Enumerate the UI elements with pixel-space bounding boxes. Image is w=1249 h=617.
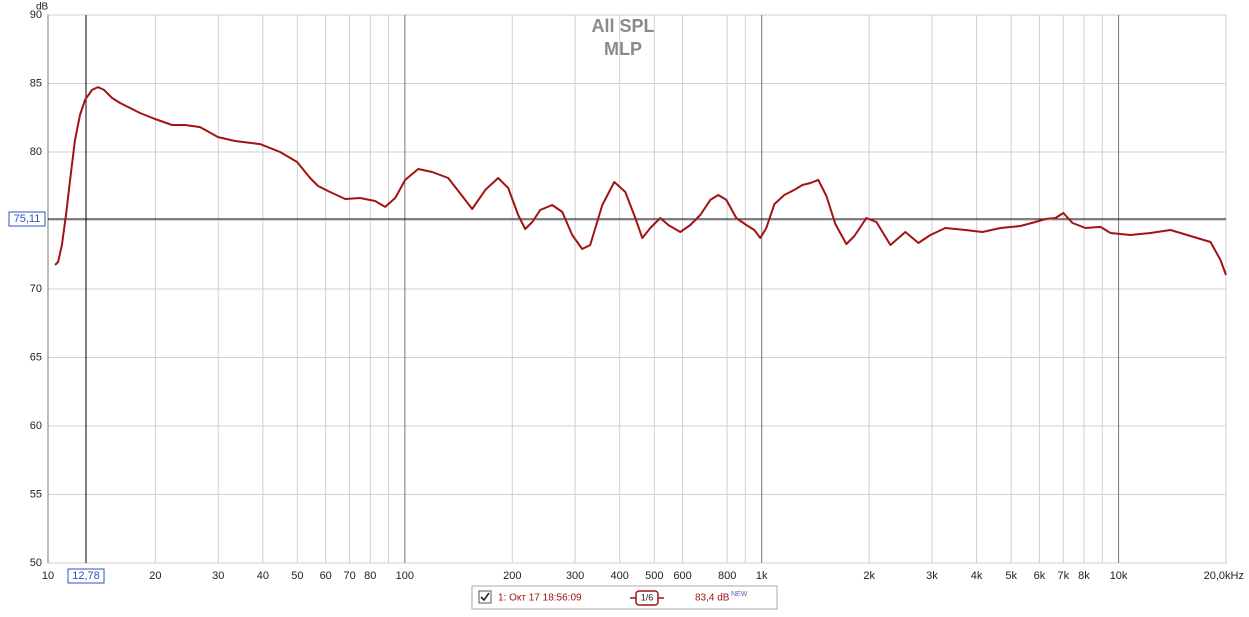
x-tick-label: 5k <box>1005 570 1017 582</box>
cursor-x-box <box>67 568 105 584</box>
x-tick-label: 300 <box>566 570 584 582</box>
y-axis-label: dB <box>36 2 49 13</box>
y-tick-label: 90 <box>30 9 42 21</box>
x-tick-label: 60 <box>320 570 332 582</box>
x-tick-label: 100 <box>396 570 414 582</box>
legend-checkbox[interactable] <box>478 590 492 604</box>
legend-level: 83,4 dB <box>695 593 730 604</box>
smoothing-box <box>635 590 659 606</box>
x-tick-label: 800 <box>718 570 736 582</box>
x-tick-label: 200 <box>503 570 521 582</box>
x-tick-label: 600 <box>673 570 691 582</box>
legend-badge: NEW <box>731 591 748 598</box>
cursor-x-label: 12,78 <box>72 570 100 582</box>
x-tick-label: 8k <box>1078 570 1090 582</box>
y-tick-label: 55 <box>30 488 42 500</box>
marks <box>48 15 1227 563</box>
check-mark <box>480 592 490 602</box>
x-tick-label: 10k <box>1110 570 1128 582</box>
series-line <box>54 86 1227 276</box>
x-tick-label: 2k <box>863 570 875 582</box>
x-tick-label: 70 <box>343 570 355 582</box>
y-tick-label: 70 <box>30 283 42 295</box>
y-tick-label: 85 <box>30 77 42 89</box>
y-tick-label: 60 <box>30 420 42 432</box>
x-tick-label: 4k <box>971 570 983 582</box>
x-tick-label: 3k <box>926 570 938 582</box>
cursor-y-label: 75,11 <box>14 213 41 225</box>
x-tick-label: 6k <box>1034 570 1046 582</box>
x-tick-label: 80 <box>364 570 376 582</box>
x-tick-label: 1k <box>756 570 768 582</box>
x-tick-label: 7k <box>1057 570 1069 582</box>
y-tick-label: 65 <box>30 351 42 363</box>
x-tick-label: 400 <box>611 570 629 582</box>
x-tick-label: 50 <box>291 570 303 582</box>
x-tick-label: 500 <box>645 570 663 582</box>
smoothing-label: 1/6 <box>641 592 654 602</box>
chart-subtitle: MLP <box>604 39 642 59</box>
legend <box>471 585 778 610</box>
x-tick-label: 10 <box>42 570 54 582</box>
y-tick-label: 50 <box>30 557 42 569</box>
chart-title: All SPL <box>591 16 654 36</box>
x-tick-label: 30 <box>212 570 224 582</box>
cursor-y-box <box>8 211 46 227</box>
legend-entry: 1: Окт 17 18:56:09 <box>498 593 582 604</box>
x-tick-label: 40 <box>257 570 269 582</box>
y-tick-label: 80 <box>30 146 42 158</box>
x-tick-label: 20 <box>149 570 161 582</box>
x-tick-label: 20,0kHz <box>1204 570 1244 582</box>
